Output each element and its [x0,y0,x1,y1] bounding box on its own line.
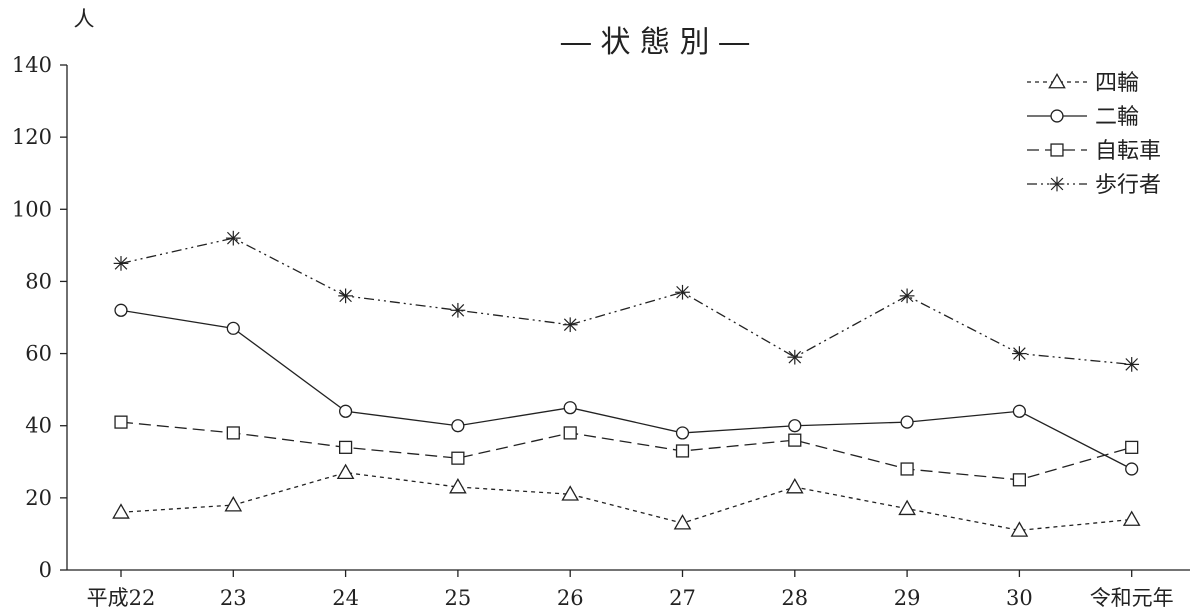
data-point-triangle [112,503,130,519]
data-point-triangle [336,463,355,480]
data-point-square [563,426,577,440]
data-point-square [900,462,914,476]
data-point-triangle [1122,510,1141,526]
series-line [120,471,1132,531]
data-point-asterisk [113,256,129,271]
series-square [114,415,1139,487]
data-point-asterisk [225,230,241,246]
data-point-circle [675,426,690,440]
data-point-square [1125,440,1139,454]
x-axis-ticks: 平成22 23 24 25 26 27 28 29 30 令和元年 [87,570,1174,610]
series-line [120,309,1132,470]
y-tick-label: 120 [12,125,52,149]
series-line [120,421,1132,481]
data-point-circle [451,419,465,433]
legend-item: 歩行者 [1027,173,1161,198]
data-point-triangle [224,496,243,512]
y-tick-label: 20 [25,486,52,510]
data-point-circle [226,321,240,335]
series-circle [114,303,1139,476]
data-point-square [338,440,353,454]
legend-marker-triangle [1048,72,1066,89]
data-point-asterisk [899,288,915,304]
legend-label: 歩行者 [1095,173,1161,198]
y-tick-label: 100 [12,197,52,221]
data-point-triangle [673,514,692,530]
legend-marker-circle [1050,109,1064,123]
x-tick-label: 29 [894,586,921,610]
series-asterisk [113,230,1140,372]
x-tick-label: 24 [332,586,359,610]
data-point-triangle [898,499,916,516]
legend-item: 自転車 [1027,139,1161,164]
y-tick-label: 80 [25,269,52,293]
data-point-circle [1012,404,1027,418]
data-point-asterisk [1124,357,1140,372]
legend-label: 二輪 [1095,105,1139,130]
series-layer [112,230,1141,537]
y-tick-label: 0 [39,558,52,582]
legend-label: 自転車 [1095,139,1161,164]
x-tick-label: 平成22 [87,586,156,610]
data-point-asterisk [1012,346,1027,361]
legend-item: 二輪 [1027,105,1139,130]
legend-label: 四輪 [1095,71,1139,96]
series-line [120,237,1132,366]
y-axis-unit-label: 人 [74,7,95,31]
y-axis-ticks: 0 20 40 60 80 100 120 140 [12,53,67,582]
data-point-circle [563,401,577,415]
data-point-square [788,433,802,447]
data-point-triangle [449,478,467,494]
x-tick-label: 30 [1006,586,1033,610]
data-point-square [1012,473,1027,487]
data-point-triangle [785,478,804,494]
data-point-circle [788,419,802,433]
series-triangle [112,463,1141,537]
data-point-square [114,415,128,429]
y-tick-label: 140 [12,53,52,77]
x-tick-label: 23 [220,586,247,610]
y-tick-label: 60 [25,342,52,366]
data-point-triangle [1010,521,1029,537]
data-point-asterisk [450,302,466,318]
data-point-asterisk [675,284,690,300]
data-point-square [675,444,690,458]
data-point-circle [338,404,353,418]
data-point-asterisk [787,349,803,365]
legend-marker-square [1050,143,1064,157]
x-tick-label: 28 [781,586,808,610]
x-tick-label: 27 [669,586,696,610]
data-point-square [226,426,240,440]
x-tick-label: 令和元年 [1090,586,1174,610]
data-point-asterisk [562,317,578,333]
x-tick-label: 25 [445,586,472,610]
data-point-circle [1125,462,1139,476]
data-point-triangle [561,485,580,501]
x-tick-label: 26 [557,586,584,610]
legend-item: 四輪 [1027,71,1139,96]
chart-title: ― 状 態 別 ― [561,25,749,60]
y-tick-label: 40 [25,414,52,438]
data-point-asterisk [338,288,353,304]
legend-marker-asterisk [1049,176,1065,192]
data-point-circle [114,303,128,317]
data-point-square [451,451,465,465]
data-point-circle [900,415,914,429]
